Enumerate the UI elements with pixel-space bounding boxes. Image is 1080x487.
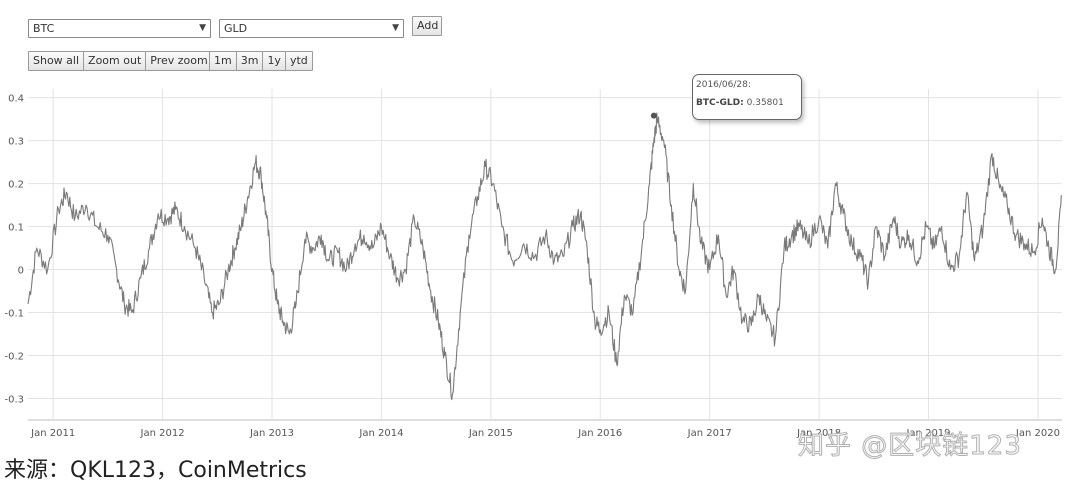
chevron-down-icon: ▼	[199, 23, 206, 33]
y-tick-label: 0.1	[8, 223, 24, 234]
y-tick-label: -0.1	[4, 309, 24, 320]
show-all-button[interactable]: Show all	[28, 51, 85, 71]
series-select-1[interactable]: BTC ▼	[28, 19, 211, 38]
series-line	[27, 112, 1063, 401]
zoom-controls: Show all Zoom out Prev zoom	[28, 51, 213, 71]
tooltip-date: 2016/06/28:	[696, 80, 751, 90]
x-tick-label: Jan 2011	[30, 428, 75, 439]
tooltip-value-row: BTC-GLD: 0.35801	[696, 98, 798, 108]
tooltip-series-label: BTC-GLD:	[696, 98, 744, 108]
x-tick-label: Jan 2013	[249, 428, 294, 439]
zoom-out-button[interactable]: Zoom out	[83, 51, 147, 71]
y-tick-label: 0.4	[8, 94, 24, 105]
x-tick-label: Jan 2016	[577, 428, 622, 439]
y-tick-label: 0.2	[8, 180, 24, 191]
y-tick-label: 0	[18, 266, 24, 277]
x-tick-label: Jan 2014	[358, 428, 403, 439]
y-tick-label: -0.2	[4, 352, 24, 363]
chevron-down-icon: ▼	[392, 23, 399, 33]
x-tick-label: Jan 2015	[468, 428, 513, 439]
series-select-2-value: GLD	[224, 22, 248, 35]
x-tick-label: Jan 2012	[140, 428, 185, 439]
y-tick-label: -0.3	[4, 395, 24, 406]
range-controls: 1m 3m 1y ytd	[209, 51, 313, 71]
chart-tooltip: 2016/06/28: BTC-GLD: 0.35801	[692, 74, 802, 120]
range-1m-button[interactable]: 1m	[209, 51, 237, 71]
highlight-point	[650, 112, 657, 119]
tooltip-value: 0.35801	[746, 98, 784, 108]
series-select-1-value: BTC	[33, 22, 55, 35]
add-button[interactable]: Add	[412, 16, 442, 36]
x-tick-label: Jan 2017	[687, 428, 732, 439]
x-tick-label: Jan 2018	[796, 428, 841, 439]
source-caption: 来源：QKL123，CoinMetrics	[4, 458, 307, 483]
watermark: 知乎 @区块链123	[798, 431, 1022, 462]
prev-zoom-button[interactable]: Prev zoom	[145, 51, 213, 71]
range-3m-button[interactable]: 3m	[235, 51, 264, 71]
series-select-2[interactable]: GLD ▼	[219, 19, 404, 38]
x-tick-label: Jan 2019	[905, 428, 950, 439]
x-tick-label: Jan 2020	[1015, 428, 1060, 439]
range-ytd-button[interactable]: ytd	[284, 51, 313, 71]
y-tick-label: 0.3	[8, 137, 24, 148]
